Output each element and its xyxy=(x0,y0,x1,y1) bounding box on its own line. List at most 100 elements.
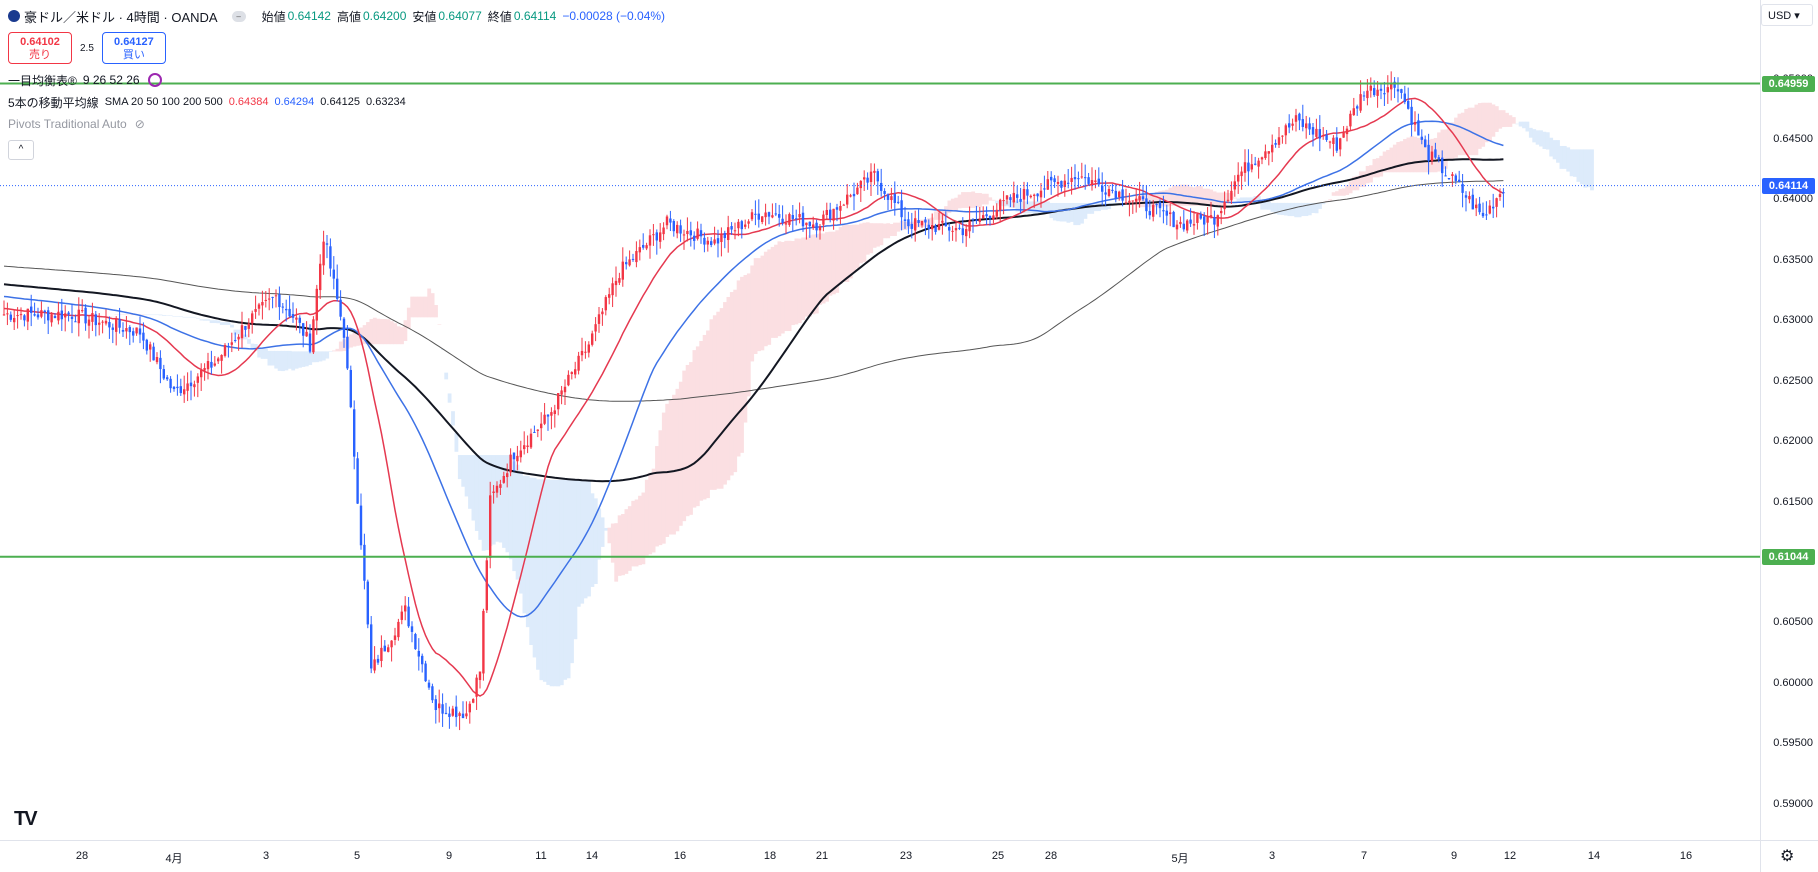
price-tick-label: 0.59500 xyxy=(1773,737,1813,750)
cloud-segment xyxy=(750,265,755,362)
candle-body xyxy=(43,310,46,312)
candle-body xyxy=(308,333,312,352)
time-tick-label: 18 xyxy=(763,850,777,862)
cloud-segment xyxy=(311,351,316,363)
candle-body xyxy=(502,475,505,483)
cloud-segment xyxy=(787,240,792,332)
currency-selector[interactable]: USD ▾ xyxy=(1761,4,1813,26)
buy-label: 買い xyxy=(122,49,145,61)
candle-body xyxy=(332,269,335,279)
cloud-segment xyxy=(209,320,214,324)
ma-params: SMA 20 50 100 200 500 xyxy=(104,96,223,108)
cloud-segment xyxy=(706,330,710,499)
candle-body xyxy=(961,228,964,236)
hidden-eye-icon[interactable]: ⊘ xyxy=(134,117,145,131)
cloud-segment xyxy=(406,307,411,329)
candlestick-series xyxy=(2,71,1505,731)
candle-body xyxy=(451,708,454,716)
candle-body xyxy=(699,230,703,237)
candle-body xyxy=(1107,189,1111,197)
candle-body xyxy=(703,237,706,245)
cloud-segment xyxy=(325,351,330,359)
candle-body xyxy=(19,314,23,316)
cloud-segment xyxy=(1413,136,1418,173)
collapse-legend-button[interactable]: ^ xyxy=(8,140,34,160)
candle-body xyxy=(455,706,458,718)
refresh-icon[interactable] xyxy=(147,73,162,87)
symbol-title[interactable]: 豪ドル／米ドル · 4時間 · OANDA xyxy=(24,9,218,25)
candle-body xyxy=(723,232,726,239)
candle-body xyxy=(1175,224,1179,230)
cloud-segment xyxy=(1542,131,1547,150)
tradingview-logo-icon[interactable]: TV xyxy=(14,808,38,830)
cloud-segment xyxy=(597,508,602,560)
ichimoku-label: 一目均衡表® xyxy=(8,73,77,88)
ichimoku-legend[interactable]: 一目均衡表® 9 26 52 26 xyxy=(8,70,665,90)
cloud-segment xyxy=(481,455,486,551)
cloud-segment xyxy=(498,455,503,543)
candle-body xyxy=(1026,189,1029,196)
candle-body xyxy=(761,216,764,222)
cloud-segment xyxy=(1559,145,1564,169)
pivots-legend[interactable]: Pivots Traditional Auto ⊘ xyxy=(8,114,665,134)
cloud-segment xyxy=(559,479,564,686)
candle-body xyxy=(40,310,43,317)
candle-body xyxy=(604,297,607,311)
cloud-segment xyxy=(1035,201,1040,214)
candle-body xyxy=(1104,192,1107,195)
cloud-segment xyxy=(1535,130,1540,145)
cloud-segment xyxy=(685,364,690,517)
sell-button[interactable]: 0.64102 売り xyxy=(8,32,72,64)
candle-body xyxy=(1271,144,1274,153)
candle-body xyxy=(159,357,162,370)
candle-body xyxy=(1390,82,1393,90)
candle-body xyxy=(305,331,308,337)
cloud-segment xyxy=(192,316,197,318)
cloud-segment xyxy=(141,314,146,316)
candle-body xyxy=(740,221,743,230)
cloud-segment xyxy=(634,499,639,567)
cloud-segment xyxy=(1066,202,1071,223)
candle-body xyxy=(1291,123,1294,126)
cloud-segment xyxy=(369,319,374,345)
cloud-segment xyxy=(733,289,738,473)
candle-body xyxy=(359,505,363,546)
settings-gear-icon[interactable]: ⚙ xyxy=(1780,848,1795,865)
candle-body xyxy=(869,171,873,183)
horizontal-lines[interactable] xyxy=(0,82,1760,558)
candle-body xyxy=(886,194,890,200)
cloud-segment xyxy=(1321,202,1326,205)
candle-body xyxy=(1073,177,1077,180)
time-axis[interactable]: 28 4月 3 5 9 11 14 16 18 21 23 25 28 5月 3 7 9 12 14 16 xyxy=(0,840,1760,872)
price-tick-label: 0.62000 xyxy=(1773,435,1813,448)
candle-body xyxy=(1427,144,1430,161)
cloud-segment xyxy=(1511,117,1516,124)
ma-legend[interactable]: 5本の移動平均線 SMA 20 50 100 200 500 0.64384 0… xyxy=(8,92,665,112)
cloud-segment xyxy=(464,455,469,497)
cloud-segment xyxy=(226,322,231,325)
price-label-lower-line: 0.61044 xyxy=(1762,548,1815,565)
cloud-segment xyxy=(876,223,880,247)
cloud-segment xyxy=(468,455,472,509)
cloud-segment xyxy=(410,296,415,318)
collapse-dot-icon[interactable]: – xyxy=(231,10,246,22)
cloud-segment xyxy=(219,322,224,325)
candle-body xyxy=(1220,210,1223,214)
candle-body xyxy=(686,230,689,235)
cloud-segment xyxy=(471,455,476,521)
cloud-segment xyxy=(131,314,136,316)
cloud-segment xyxy=(573,479,578,640)
candle-body xyxy=(176,386,179,389)
open-value: 0.64142 xyxy=(287,9,331,23)
price-tick-label: 0.64500 xyxy=(1773,132,1813,145)
price-chart-plot[interactable] xyxy=(0,0,1760,840)
cloud-segment xyxy=(270,350,275,366)
candle-body xyxy=(108,322,111,328)
buy-button[interactable]: 0.64127 買い xyxy=(101,32,166,64)
candle-body xyxy=(288,308,291,317)
price-axis[interactable]: 0.655000.650000.645000.640000.635000.630… xyxy=(1760,0,1818,840)
candle-body xyxy=(846,194,849,205)
candle-body xyxy=(601,311,604,315)
cloud-segment xyxy=(400,327,404,345)
cloud-segment xyxy=(658,430,663,546)
